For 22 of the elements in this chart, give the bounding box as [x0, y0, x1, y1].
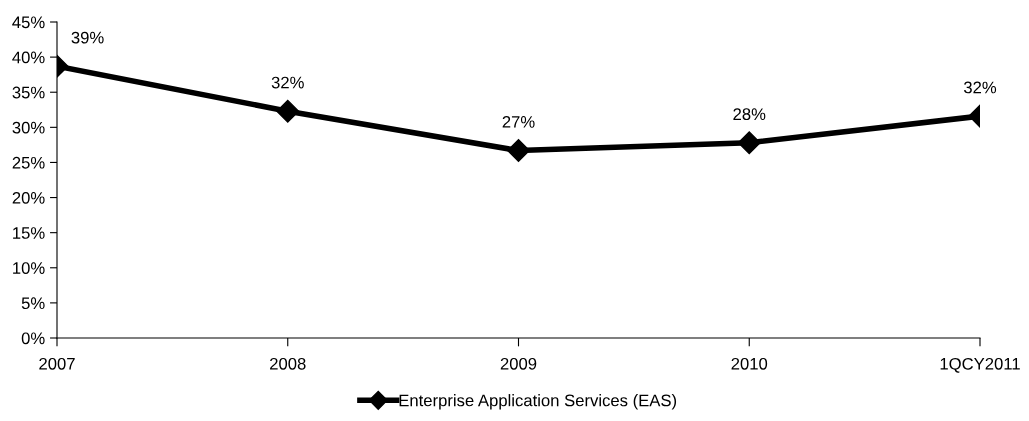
data-label: 32%	[271, 76, 304, 89]
x-tick-label: 1QCY2011	[940, 357, 1020, 373]
y-tick-label: 40%	[12, 51, 45, 64]
y-tick-label: 10%	[13, 262, 45, 274]
y-tick-label: 0%	[21, 332, 45, 345]
data-label: 32%	[963, 81, 997, 94]
data-label: 39%	[71, 31, 104, 44]
x-tick-label: 2010	[731, 357, 768, 370]
legend-label: Enterprise Application Services (EAS)	[399, 394, 677, 410]
y-tick-label: 15%	[13, 227, 45, 239]
y-tick-label: 25%	[12, 156, 45, 169]
y-tick-label: 45%	[12, 16, 45, 29]
x-tick-label: 2009	[500, 357, 537, 370]
x-tick-label: 2008	[270, 357, 306, 370]
point	[507, 139, 530, 163]
data-label: 28%	[733, 108, 766, 121]
y-tick-label: 30%	[12, 121, 45, 134]
y-tick-label: 5%	[21, 297, 45, 310]
y-tick-label: 35%	[12, 86, 45, 99]
y-tick-label: 20%	[12, 191, 45, 204]
x-tick-label: 2007	[39, 357, 75, 370]
data-label: 27%	[502, 115, 535, 128]
